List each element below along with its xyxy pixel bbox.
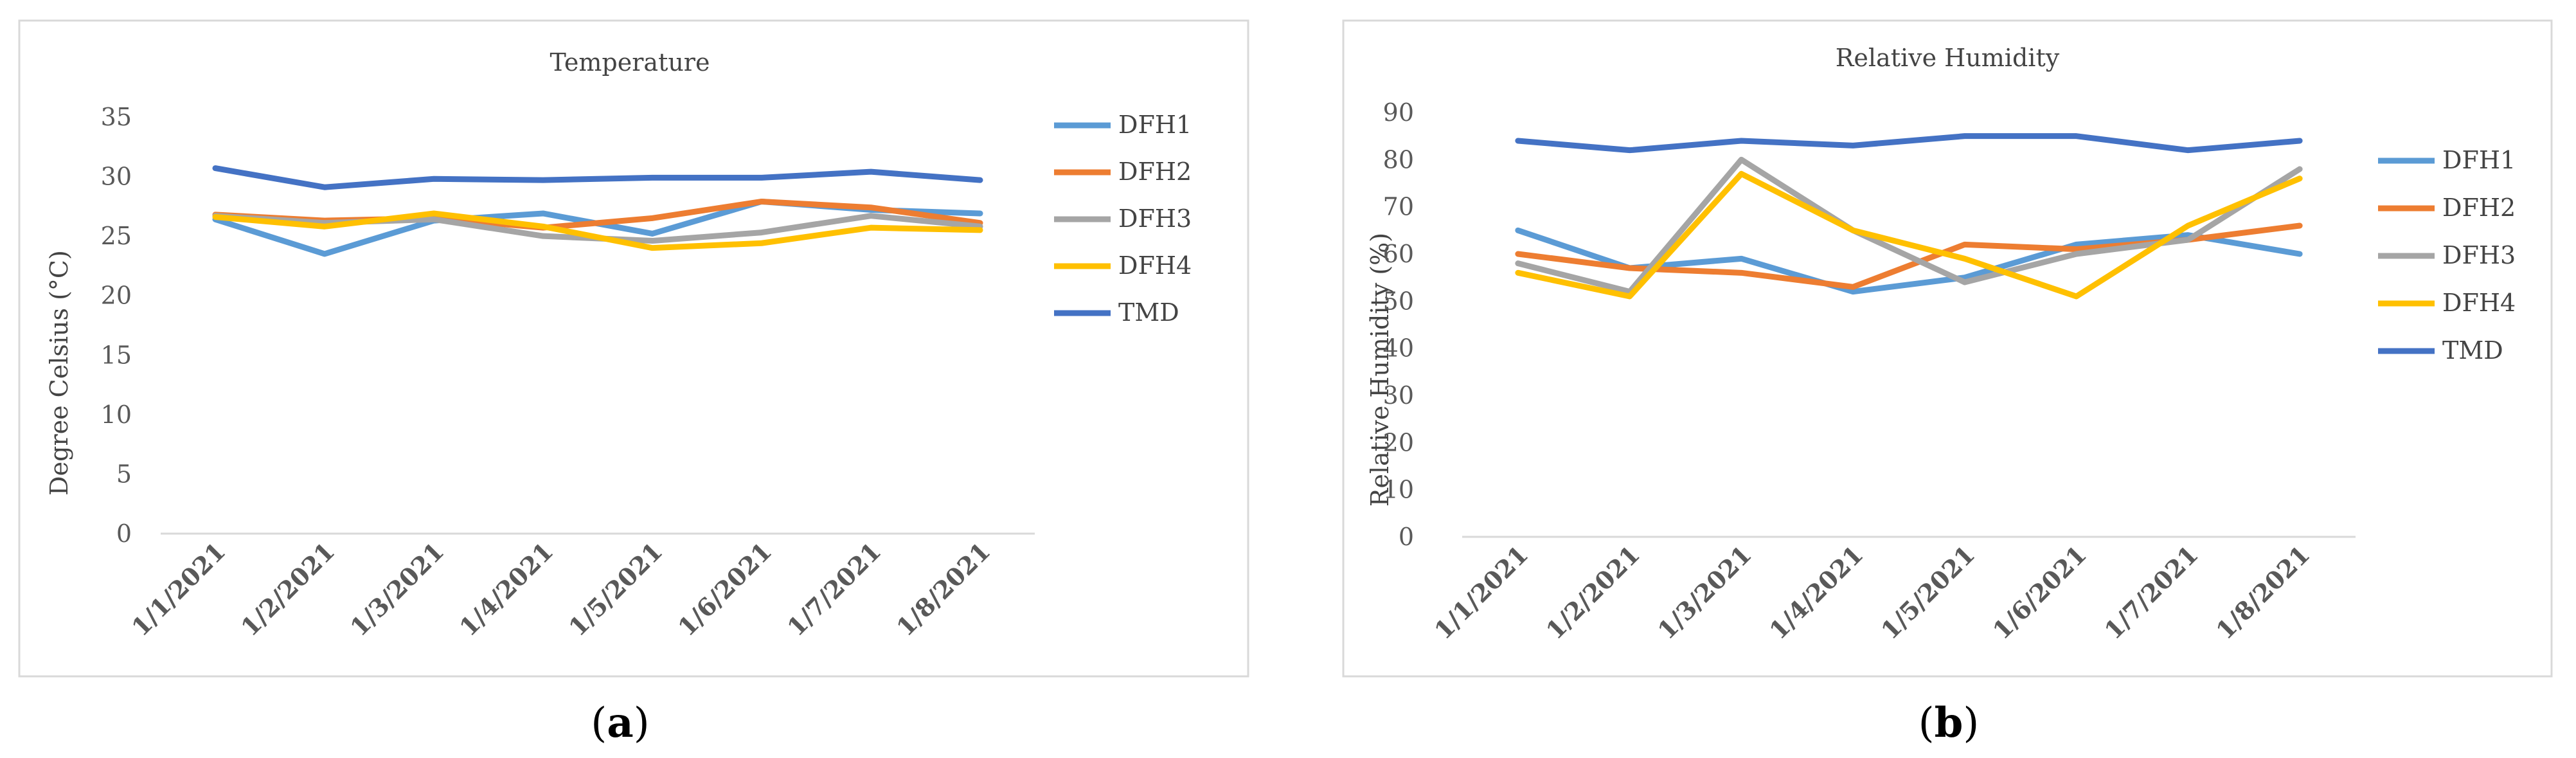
- y-tick-label: 5: [116, 460, 132, 488]
- legend-item-dfh1: DFH1: [1054, 111, 1192, 139]
- y-tick-label: 0: [116, 519, 132, 548]
- y-tick-label: 50: [1383, 287, 1414, 315]
- y-tick-label: 30: [1383, 381, 1414, 410]
- y-tick-label: 25: [101, 222, 132, 250]
- y-tick-label: 10: [101, 401, 132, 429]
- panel-label-a: (a): [591, 699, 649, 747]
- panel-label-a-letter: a: [607, 699, 633, 747]
- y-tick-label: 30: [101, 163, 132, 191]
- chart-title: Relative Humidity: [1836, 44, 2060, 72]
- legend-item-dfh4: DFH4: [2378, 289, 2516, 317]
- y-axis-label: Relative Humidity (%): [1366, 233, 1394, 507]
- legend-label: DFH3: [1118, 204, 1192, 233]
- y-tick-label: 0: [1399, 523, 1414, 551]
- y-tick-label: 80: [1383, 145, 1414, 174]
- legend-label: DFH1: [1118, 111, 1192, 139]
- series-lines: [212, 165, 983, 257]
- legend-item-dfh3: DFH3: [2378, 241, 2516, 269]
- series-line-tmd: [1515, 133, 2303, 154]
- legend-label: DFH4: [2442, 289, 2516, 317]
- legend: DFH1 DFH2 DFH3 DFH4 TMD: [1054, 111, 1192, 327]
- legend-label: DFH2: [2442, 194, 2516, 222]
- y-tick-label: 15: [101, 341, 132, 369]
- legend-item-tmd: TMD: [2378, 336, 2503, 365]
- legend-label: TMD: [2442, 336, 2503, 365]
- legend-item-dfh2: DFH2: [2378, 194, 2516, 222]
- legend: DFH1 DFH2 DFH3 DFH4 TMD: [2378, 146, 2516, 365]
- series-line-dfh4: [1515, 170, 2303, 300]
- legend-label: DFH2: [1118, 158, 1192, 186]
- legend-label: DFH4: [1118, 251, 1192, 280]
- y-tick-label: 20: [1383, 428, 1414, 456]
- y-tick-label: 90: [1383, 98, 1414, 127]
- humidity-chart: Relative Humidity Relative Humidity (%) …: [1342, 19, 2553, 678]
- y-axis-label: Degree Celsius (°C): [45, 250, 73, 496]
- y-ticks: 0 5 10 15 20 25 30 35: [101, 103, 132, 548]
- series-line-tmd: [212, 165, 983, 190]
- series-lines: [1515, 133, 2303, 300]
- y-tick-label: 60: [1383, 240, 1414, 268]
- legend-item-dfh1: DFH1: [2378, 146, 2516, 174]
- legend-item-dfh2: DFH2: [1054, 158, 1192, 186]
- y-tick-label: 20: [101, 282, 132, 310]
- y-ticks: 0 10 20 30 40 50 60 70 80 90: [1383, 98, 1414, 551]
- chart-title: Temperature: [550, 48, 710, 77]
- panel-label-b: (b): [1919, 699, 1980, 747]
- chart-frame: [18, 19, 1249, 678]
- legend-item-dfh3: DFH3: [1054, 204, 1192, 233]
- chart-frame: [1342, 19, 2553, 678]
- series-line-dfh3: [1515, 156, 2303, 295]
- series-line-dfh4: [212, 210, 983, 251]
- legend-label: DFH3: [2442, 241, 2516, 269]
- y-tick-label: 10: [1383, 476, 1414, 504]
- temperature-chart: Temperature Degree Celsius (°C) 0 5 10 15 20…: [18, 19, 1249, 678]
- panel-label-b-letter: b: [1935, 699, 1963, 747]
- legend-item-tmd: TMD: [1054, 298, 1179, 327]
- y-tick-label: 70: [1383, 193, 1414, 221]
- y-tick-label: 35: [101, 103, 132, 131]
- y-tick-label: 40: [1383, 334, 1414, 363]
- legend-label: TMD: [1118, 298, 1179, 327]
- legend-item-dfh4: DFH4: [1054, 251, 1192, 280]
- legend-label: DFH1: [2442, 146, 2516, 174]
